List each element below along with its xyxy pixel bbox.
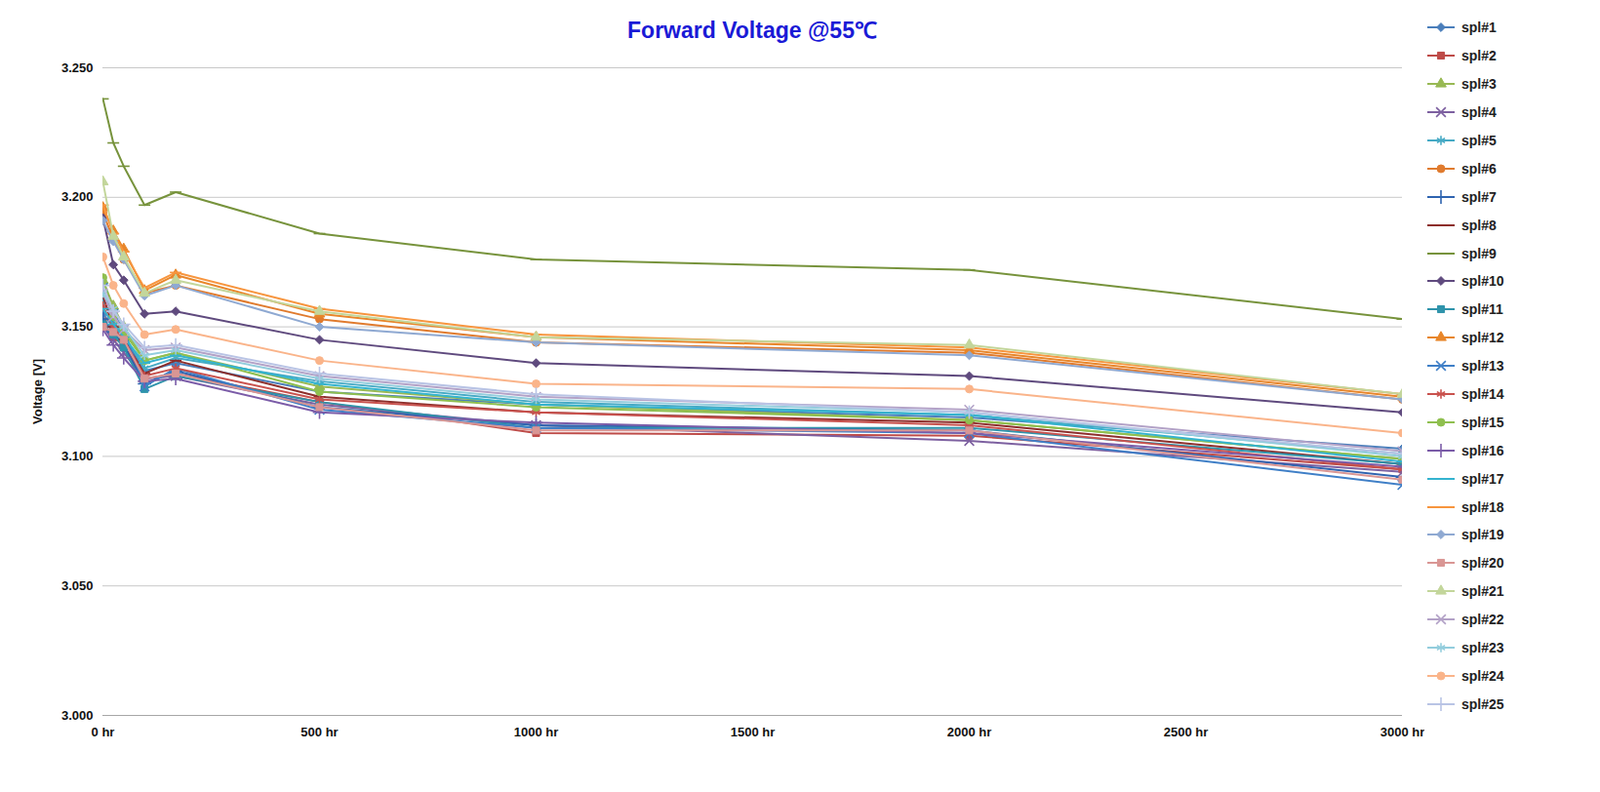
html-text:spl#24: spl#24 (1461, 668, 1504, 684)
svg-text:3000 hr: 3000 hr (1380, 724, 1425, 740)
html-text:spl#17: spl#17 (1461, 470, 1504, 487)
svg-text:3.150: 3.150 (61, 319, 94, 334)
html-text:spl#20: spl#20 (1461, 555, 1504, 572)
html-text:spl#7: spl#7 (1461, 189, 1497, 205)
html-text:spl#15: spl#15 (1461, 414, 1504, 431)
html-text:Forward Voltage @55℃: Forward Voltage @55℃ (627, 17, 877, 43)
svg-text:1000 hr: 1000 hr (514, 724, 560, 740)
html-text:spl#19: spl#19 (1461, 527, 1504, 543)
svg-text:2500 hr: 2500 hr (1163, 724, 1209, 740)
html-text:spl#11: spl#11 (1461, 301, 1504, 318)
svg-text:500 hr: 500 hr (300, 724, 338, 740)
svg-text:Voltage [V]: Voltage [V] (30, 359, 45, 425)
svg-text:1500 hr: 1500 hr (730, 724, 776, 740)
html-text:spl#22: spl#22 (1461, 611, 1504, 628)
html-text:spl#23: spl#23 (1461, 640, 1504, 656)
svg-text:3.100: 3.100 (61, 448, 94, 464)
svg-text:3.200: 3.200 (61, 189, 94, 204)
svg-text:3.250: 3.250 (61, 60, 94, 76)
html-text:spl#3: spl#3 (1461, 76, 1497, 92)
svg-text:3.050: 3.050 (61, 578, 94, 594)
svg-text:3.000: 3.000 (61, 708, 94, 723)
html-text:spl#5: spl#5 (1461, 132, 1497, 149)
html-text:spl#25: spl#25 (1461, 696, 1504, 712)
html-text:spl#1: spl#1 (1461, 19, 1497, 36)
html-text:spl#18: spl#18 (1461, 499, 1504, 515)
html-text:spl#10: spl#10 (1461, 273, 1504, 290)
html-text:spl#4: spl#4 (1461, 104, 1497, 121)
html-text:spl#21: spl#21 (1461, 583, 1504, 600)
svg-text:0 hr: 0 hr (91, 724, 116, 740)
html-text:spl#16: spl#16 (1461, 442, 1504, 459)
svg-text:2000 hr: 2000 hr (947, 724, 993, 740)
html-text:spl#12: spl#12 (1461, 329, 1504, 346)
html-text:spl#9: spl#9 (1461, 245, 1497, 262)
html-text:spl#8: spl#8 (1461, 217, 1497, 233)
html-text:spl#13: spl#13 (1461, 358, 1504, 374)
html-text:spl#2: spl#2 (1461, 48, 1497, 64)
html-text:spl#14: spl#14 (1461, 386, 1504, 402)
html-text:spl#6: spl#6 (1461, 160, 1497, 177)
